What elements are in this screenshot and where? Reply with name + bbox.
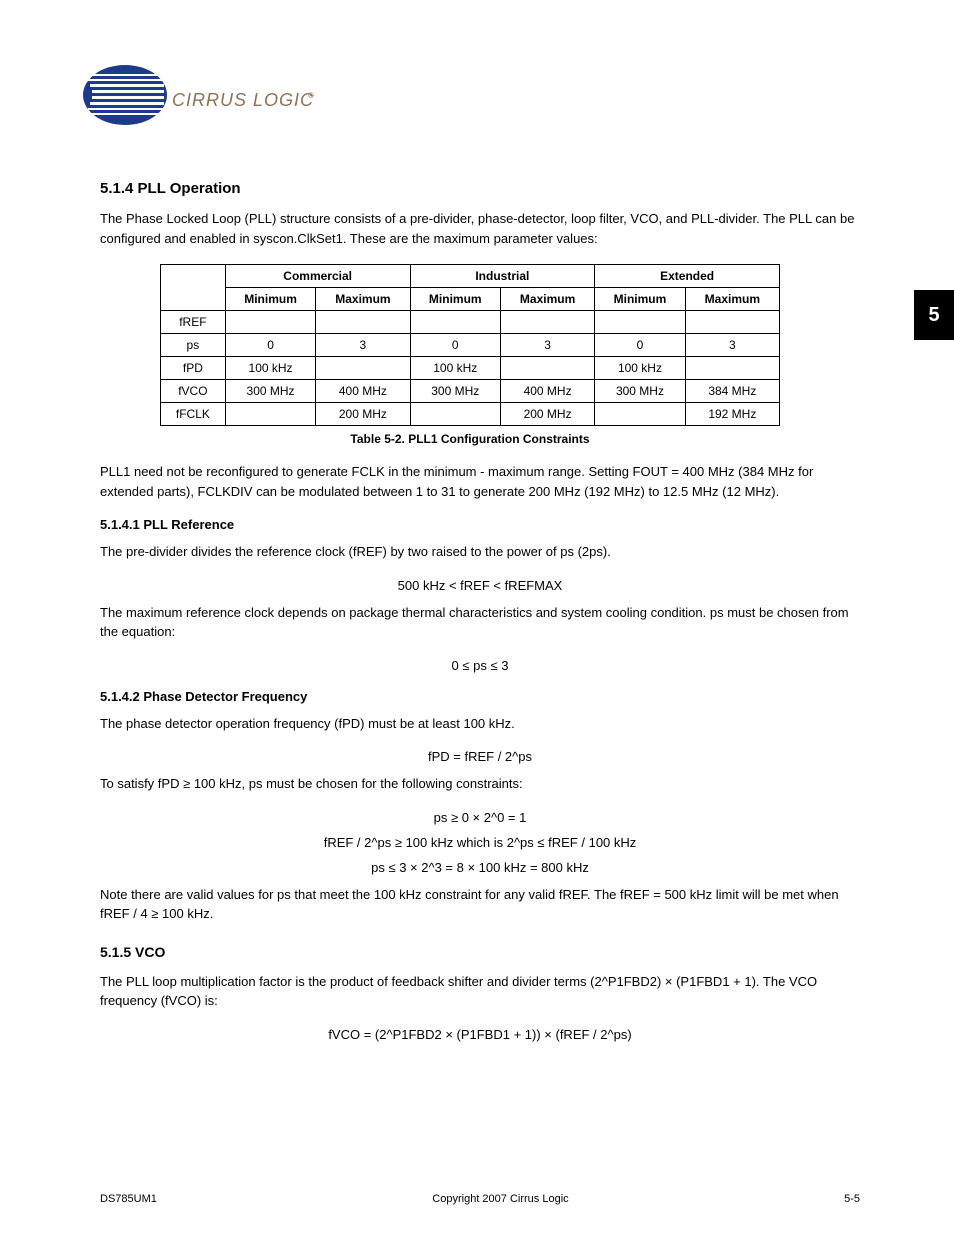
- side-tab: 5: [914, 290, 954, 340]
- table-cell: 100 kHz: [410, 357, 501, 380]
- table-row: ps030303: [161, 334, 780, 357]
- page-footer: DS785UM1 Copyright 2007 Cirrus Logic 5-5: [100, 1193, 860, 1205]
- equation-ref: 500 kHz < fREF < fREFMAX: [100, 578, 860, 593]
- th-industrial: Industrial: [410, 265, 595, 288]
- table-cell: 0: [225, 334, 316, 357]
- table-row: fFCLK 200 MHz 200 MHz 192 MHz: [161, 403, 780, 426]
- equation-fpd: fPD = fREF / 2^ps: [100, 749, 860, 764]
- table-cell: 0: [595, 334, 686, 357]
- table-row: fREF: [161, 311, 780, 334]
- footer-right: Copyright 2007 Cirrus Logic: [432, 1193, 568, 1205]
- body-5-1-4-1-p2: The maximum reference clock depends on p…: [100, 603, 860, 642]
- pll-table-container: Commercial Industrial Extended Minimum M…: [160, 264, 780, 446]
- th-min: Minimum: [225, 288, 316, 311]
- table-cell: 300 MHz: [595, 380, 686, 403]
- table-cell: 192 MHz: [685, 403, 779, 426]
- th-blank: [161, 265, 226, 311]
- table-cell: 100 kHz: [225, 357, 316, 380]
- th-max: Maximum: [316, 288, 410, 311]
- table-cell: [316, 357, 410, 380]
- cirrus-logic-logo: CIRRUS LOGIC ®: [80, 60, 320, 130]
- side-tab-number: 5: [928, 304, 939, 327]
- table-cell: 384 MHz: [685, 380, 779, 403]
- pll-config-table: Commercial Industrial Extended Minimum M…: [160, 264, 780, 426]
- heading-5-1-4-2: 5.1.4.2 Phase Detector Frequency: [100, 689, 860, 704]
- table-caption: Table 5-2. PLL1 Configuration Constraint…: [160, 432, 780, 446]
- body-5-1-4-1-p1: The pre-divider divides the reference cl…: [100, 542, 860, 562]
- table-cell: ps: [161, 334, 226, 357]
- table-cell: 200 MHz: [316, 403, 410, 426]
- th-min: Minimum: [410, 288, 501, 311]
- heading-5-1-4-1: 5.1.4.1 PLL Reference: [100, 517, 860, 532]
- svg-text:®: ®: [308, 91, 314, 100]
- th-commercial: Commercial: [225, 265, 410, 288]
- footer-page: 5-5: [844, 1193, 860, 1205]
- table-cell: [685, 311, 779, 334]
- table-cell: 200 MHz: [501, 403, 595, 426]
- table-cell: fVCO: [161, 380, 226, 403]
- section-body-5-1-4: The Phase Locked Loop (PLL) structure co…: [100, 209, 860, 248]
- table-cell: 400 MHz: [501, 380, 595, 403]
- equation-ps2: ps ≤ 3 × 2^3 = 8 × 100 kHz = 800 kHz: [100, 860, 860, 875]
- section-heading-5-1-4: 5.1.4 PLL Operation: [100, 180, 860, 197]
- table-cell: [410, 311, 501, 334]
- table-cell: 3: [316, 334, 410, 357]
- body-5-1-5: The PLL loop multiplication factor is th…: [100, 972, 860, 1011]
- table-cell: [410, 403, 501, 426]
- table-cell: 300 MHz: [410, 380, 501, 403]
- table-cell: [501, 311, 595, 334]
- heading-5-1-5: 5.1.5 VCO: [100, 944, 860, 960]
- table-cell: 100 kHz: [595, 357, 686, 380]
- table-cell: 300 MHz: [225, 380, 316, 403]
- equation-constraints: fREF / 2^ps ≥ 100 kHz which is 2^ps ≤ fR…: [100, 835, 860, 850]
- th-max: Maximum: [685, 288, 779, 311]
- table-cell: [501, 357, 595, 380]
- table-cell: [225, 311, 316, 334]
- section-body-5-1-4-p2: PLL1 need not be reconfigured to generat…: [100, 462, 860, 501]
- table-row: fPD100 kHz100 kHz100 kHz: [161, 357, 780, 380]
- table-cell: fREF: [161, 311, 226, 334]
- table-cell: [595, 311, 686, 334]
- body-5-1-4-2-p1: The phase detector operation frequency (…: [100, 714, 860, 734]
- footer-left: DS785UM1: [100, 1193, 157, 1205]
- main-content: 5.1.4 PLL Operation The Phase Locked Loo…: [100, 180, 860, 1052]
- table-cell: [685, 357, 779, 380]
- table-cell: [595, 403, 686, 426]
- equation-ps1: ps ≥ 0 × 2^0 = 1: [100, 810, 860, 825]
- table-cell: [225, 403, 316, 426]
- logo-section: CIRRUS LOGIC ®: [80, 60, 320, 135]
- equation-vco: fVCO = (2^P1FBD2 × (P1FBD1 + 1)) × (fREF…: [100, 1027, 860, 1042]
- table-cell: fPD: [161, 357, 226, 380]
- svg-text:CIRRUS LOGIC: CIRRUS LOGIC: [172, 90, 314, 110]
- note-5-1-4-2: Note there are valid values for ps that …: [100, 885, 860, 924]
- table-cell: 3: [501, 334, 595, 357]
- table-cell: [316, 311, 410, 334]
- th-max: Maximum: [501, 288, 595, 311]
- table-row: fVCO300 MHz400 MHz300 MHz400 MHz300 MHz3…: [161, 380, 780, 403]
- equation-ps: 0 ≤ ps ≤ 3: [100, 658, 860, 673]
- body-5-1-4-2-p2: To satisfy fPD ≥ 100 kHz, ps must be cho…: [100, 774, 860, 794]
- table-cell: fFCLK: [161, 403, 226, 426]
- table-cell: 0: [410, 334, 501, 357]
- th-min: Minimum: [595, 288, 686, 311]
- table-cell: 3: [685, 334, 779, 357]
- th-extended: Extended: [595, 265, 780, 288]
- table-cell: 400 MHz: [316, 380, 410, 403]
